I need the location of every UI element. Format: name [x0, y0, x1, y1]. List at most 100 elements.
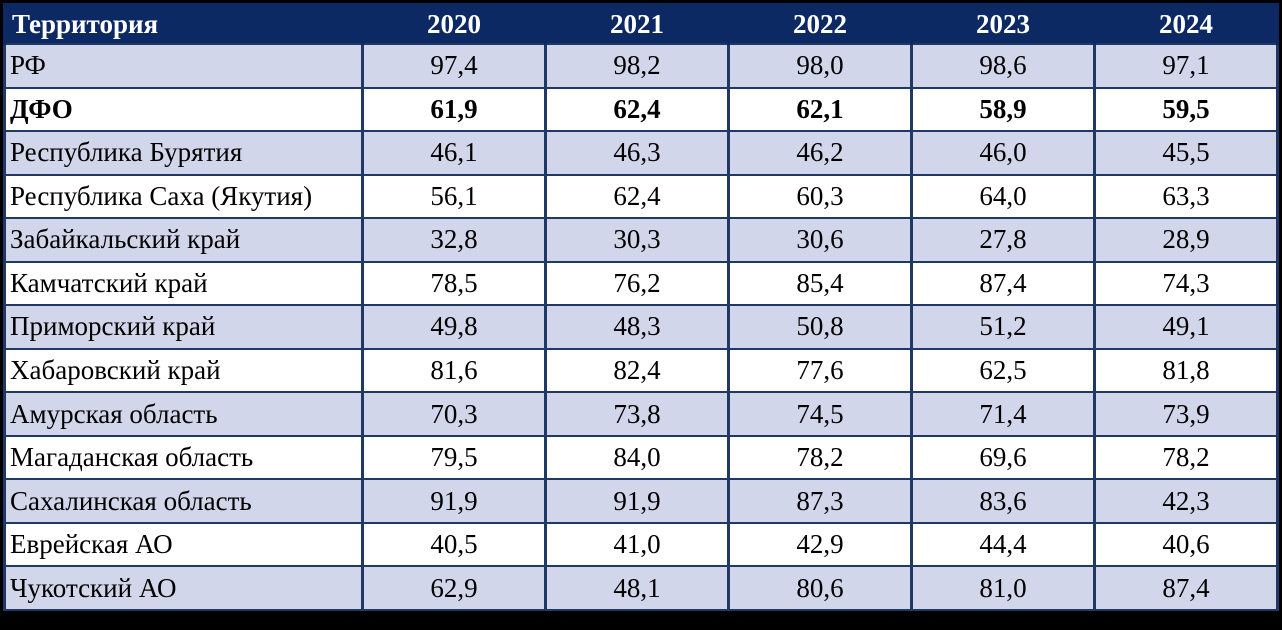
value-cell: 58,9	[910, 86, 1096, 133]
value-cell: 69,6	[910, 434, 1096, 481]
value-cell: 40,6	[1093, 521, 1279, 568]
value-cell: 49,8	[361, 304, 547, 350]
territory-cell: Чукотский АО	[3, 565, 364, 611]
value-cell: 44,4	[910, 521, 1096, 568]
value-cell: 97,4	[361, 43, 547, 89]
value-cell: 78,5	[361, 260, 547, 307]
territory-cell: Забайкальский край	[3, 217, 364, 263]
value-cell: 62,9	[361, 565, 547, 611]
value-cell: 46,1	[361, 130, 547, 176]
value-cell: 62,4	[544, 86, 730, 133]
header-territory: Территория	[3, 3, 364, 45]
territory-cell: Республика Саха (Якутия)	[3, 173, 364, 220]
territory-cell: Еврейская АО	[3, 521, 364, 568]
value-cell: 98,6	[910, 43, 1096, 89]
value-cell: 27,8	[910, 217, 1096, 263]
value-cell: 76,2	[544, 260, 730, 307]
territory-cell: Амурская область	[3, 391, 364, 437]
territory-cell: Камчатский край	[3, 260, 364, 307]
value-cell: 42,3	[1093, 478, 1279, 524]
value-cell: 46,3	[544, 130, 730, 176]
value-cell: 71,4	[910, 391, 1096, 437]
table-row: Хабаровский край 81,6 82,4 77,6 62,5 81,8	[3, 347, 1279, 394]
value-cell: 85,4	[727, 260, 913, 307]
value-cell: 63,3	[1093, 173, 1279, 220]
table-row: Сахалинская область 91,9 91,9 87,3 83,6 42,3	[3, 478, 1279, 524]
value-cell: 45,5	[1093, 130, 1279, 176]
territory-cell: Хабаровский край	[3, 347, 364, 394]
value-cell: 59,5	[1093, 86, 1279, 133]
value-cell: 28,9	[1093, 217, 1279, 263]
header-year-2022: 2022	[727, 3, 913, 45]
table-row: Еврейская АО 40,5 41,0 42,9 44,4 40,6	[3, 521, 1279, 568]
value-cell: 48,1	[544, 565, 730, 611]
value-cell: 82,4	[544, 347, 730, 394]
value-cell: 78,2	[1093, 434, 1279, 481]
value-cell: 73,8	[544, 391, 730, 437]
territory-cell: РФ	[3, 43, 364, 89]
value-cell: 80,6	[727, 565, 913, 611]
value-cell: 64,0	[910, 173, 1096, 220]
value-cell: 79,5	[361, 434, 547, 481]
value-cell: 97,1	[1093, 43, 1279, 89]
value-cell: 48,3	[544, 304, 730, 350]
table-row: Амурская область 70,3 73,8 74,5 71,4 73,9	[3, 391, 1279, 437]
value-cell: 32,8	[361, 217, 547, 263]
value-cell: 74,5	[727, 391, 913, 437]
header-year-2021: 2021	[544, 3, 730, 45]
value-cell: 40,5	[361, 521, 547, 568]
territory-cell: ДФО	[3, 86, 364, 133]
table-row: Забайкальский край 32,8 30,3 30,6 27,8 28,9	[3, 217, 1279, 263]
value-cell: 87,4	[910, 260, 1096, 307]
value-cell: 42,9	[727, 521, 913, 568]
value-cell: 62,5	[910, 347, 1096, 394]
territory-cell: Республика Бурятия	[3, 130, 364, 176]
table-body: РФ 97,4 98,2 98,0 98,6 97,1 ДФО 61,9 62,4 62,1 58,…	[3, 43, 1279, 611]
value-cell: 84,0	[544, 434, 730, 481]
value-cell: 98,2	[544, 43, 730, 89]
value-cell: 46,0	[910, 130, 1096, 176]
header-year-2024: 2024	[1093, 3, 1279, 45]
header-row: Территория 2020 2021 2022 2023 2024	[3, 3, 1279, 45]
value-cell: 81,0	[910, 565, 1096, 611]
value-cell: 74,3	[1093, 260, 1279, 307]
value-cell: 70,3	[361, 391, 547, 437]
table-row: Камчатский край 78,5 76,2 85,4 87,4 74,3	[3, 260, 1279, 307]
value-cell: 51,2	[910, 304, 1096, 350]
value-cell: 91,9	[361, 478, 547, 524]
value-cell: 41,0	[544, 521, 730, 568]
value-cell: 78,2	[727, 434, 913, 481]
table-row: Республика Бурятия 46,1 46,3 46,2 46,0 45,5	[3, 130, 1279, 176]
value-cell: 83,6	[910, 478, 1096, 524]
territory-cell: Сахалинская область	[3, 478, 364, 524]
value-cell: 87,4	[1093, 565, 1279, 611]
table-row: Приморский край 49,8 48,3 50,8 51,2 49,1	[3, 304, 1279, 350]
territory-year-table: Территория 2020 2021 2022 2023 2024 РФ 97…	[3, 3, 1279, 611]
table-row: ДФО 61,9 62,4 62,1 58,9 59,5	[3, 86, 1279, 133]
value-cell: 61,9	[361, 86, 547, 133]
value-cell: 73,9	[1093, 391, 1279, 437]
value-cell: 49,1	[1093, 304, 1279, 350]
territory-cell: Магаданская область	[3, 434, 364, 481]
value-cell: 56,1	[361, 173, 547, 220]
value-cell: 91,9	[544, 478, 730, 524]
table-row: РФ 97,4 98,2 98,0 98,6 97,1	[3, 43, 1279, 89]
value-cell: 46,2	[727, 130, 913, 176]
value-cell: 81,6	[361, 347, 547, 394]
value-cell: 50,8	[727, 304, 913, 350]
value-cell: 62,4	[544, 173, 730, 220]
table-row: Магаданская область 79,5 84,0 78,2 69,6 78,2	[3, 434, 1279, 481]
header-year-2020: 2020	[361, 3, 547, 45]
value-cell: 81,8	[1093, 347, 1279, 394]
header-year-2023: 2023	[910, 3, 1096, 45]
table-row: Республика Саха (Якутия) 56,1 62,4 60,3 64,0…	[3, 173, 1279, 220]
value-cell: 98,0	[727, 43, 913, 89]
value-cell: 87,3	[727, 478, 913, 524]
territory-cell: Приморский край	[3, 304, 364, 350]
table-header: Территория 2020 2021 2022 2023 2024	[3, 3, 1279, 45]
value-cell: 60,3	[727, 173, 913, 220]
value-cell: 62,1	[727, 86, 913, 133]
value-cell: 77,6	[727, 347, 913, 394]
table-row: Чукотский АО 62,9 48,1 80,6 81,0 87,4	[3, 565, 1279, 611]
